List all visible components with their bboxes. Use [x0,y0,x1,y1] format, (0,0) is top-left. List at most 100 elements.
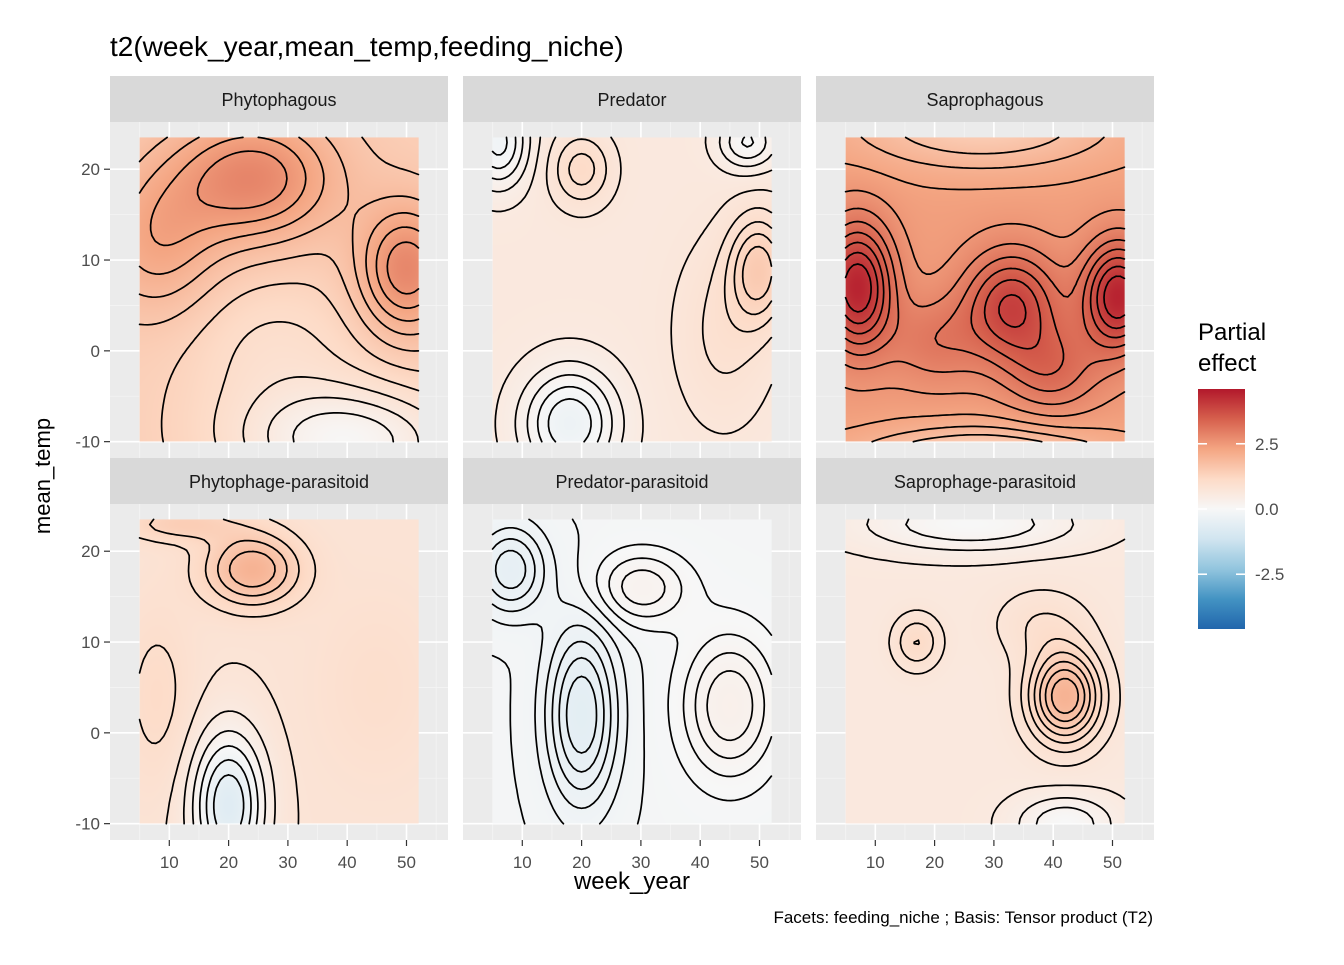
contour-line [844,220,1126,392]
contour-line [888,589,1121,767]
contour-line [491,136,773,443]
contour-line [160,282,420,443]
contour-line [205,758,252,825]
contour-line [138,518,317,745]
x-tick-label: 40 [691,853,710,872]
legend-tick-label: 2.5 [1255,435,1279,454]
contour-line [608,557,773,778]
x-tick-label: 30 [631,853,650,872]
y-tick-label: -10 [75,433,100,452]
contour-line [491,526,619,810]
contour-line [844,231,1126,376]
facet-strip-label: Predator-parasitoid [555,472,708,492]
legend-ticks: -2.5 0.0 2.5 [1198,435,1284,584]
contour-line [491,136,592,443]
legend-tick-label: -2.5 [1255,565,1284,584]
x-tick-label: 40 [338,853,357,872]
facet-panels: Phytophagous -10 0 10 20 Predator Saprophagous… [75,76,1154,872]
contour-line [1039,660,1091,730]
contour-line [733,233,773,316]
y-tick-label: 10 [81,251,100,270]
x-tick-label: 50 [1103,853,1122,872]
contour-line [1050,677,1080,715]
x-tick-label: 30 [278,853,297,872]
contour-line [565,675,598,754]
facet-strip-label: Phytophagous [221,90,336,110]
contour-line [899,612,1110,754]
x-tick-label: 10 [160,853,179,872]
contour-line [595,543,773,802]
contour-line [844,263,1126,319]
contour-line [706,670,754,742]
facet-strip [463,458,801,504]
contour-line [212,774,245,825]
contour-line [292,411,395,443]
y-tick-label: 0 [91,724,100,743]
contour-line [556,138,773,375]
contour-line [148,518,300,606]
x-axis-label: week_year [573,868,690,895]
x-tick-label: 20 [219,853,238,872]
contour-line [620,569,766,760]
chart-caption: Facets: feeding_niche ; Basis: Tensor pr… [773,908,1153,927]
contour-line [491,136,767,443]
facet-strip [816,76,1154,122]
x-tick-label: 20 [925,853,944,872]
facet-panel: Phytophage-parasitoid -10 0 10 20 10 20 30 40 50 [75,458,448,872]
contour-line [844,162,1126,433]
x-tick-label: 50 [397,853,416,872]
contour-line [844,251,1126,330]
contour-line [149,136,420,309]
facet-strip-label: Phytophage-parasitoid [189,472,369,492]
contour-line [491,136,773,443]
heatmap-tiles [845,137,1125,442]
contour-line [1033,651,1097,737]
chart-title: t2(week_year,mean_temp,feeding_niche) [110,31,624,62]
contour-line [1044,668,1086,723]
y-tick-label: 20 [81,160,100,179]
heatmap-tiles [845,519,1125,824]
contour-line [216,539,288,597]
y-tick-label: -10 [75,815,100,834]
contour-line [905,518,1095,825]
contour-line [138,136,420,352]
facet-strip-label: Saprophagous [926,90,1043,110]
contour-line [138,136,420,336]
contour-line [741,245,773,301]
x-tick-label: 10 [866,853,885,872]
contour-line [568,152,773,333]
contour-line [213,320,420,443]
contour-line [866,518,1112,825]
contour-line [844,538,1126,825]
contour-line [844,241,1126,350]
y-tick-label: 0 [91,342,100,361]
legend: Partial effect -2.5 0.0 2.5 [1198,319,1284,629]
contour-line [545,136,773,435]
facet-strip-label: Predator [597,90,666,110]
contour-line [242,376,420,443]
facet-panel: Predator-parasitoid 10 20 30 40 50 [463,458,801,872]
facet-strip [110,458,448,504]
facet-strip-label: Saprophage-parasitoid [894,472,1076,492]
contour-line [844,207,1126,406]
contour-line [860,136,1105,443]
contour-line [913,637,1103,744]
y-tick-label: 20 [81,542,100,561]
facet-panel: Phytophagous -10 0 10 20 [75,76,448,458]
contour-line [191,729,267,825]
facet-strip [816,458,1154,504]
facet-panel: Predator [463,76,801,458]
contour-line [491,136,755,443]
contour-line [267,396,420,443]
facet-strip [110,76,448,122]
legend-tick-label: 0.0 [1255,500,1279,519]
contour-line [844,189,1126,417]
heatmap-tiles [139,519,419,824]
contour-line [228,550,276,588]
y-tick-label: 10 [81,633,100,652]
x-tick-label: 20 [572,853,591,872]
facet-panel: Saprophagous [816,76,1154,458]
contour-line [904,136,1060,443]
contour-line [198,745,259,825]
